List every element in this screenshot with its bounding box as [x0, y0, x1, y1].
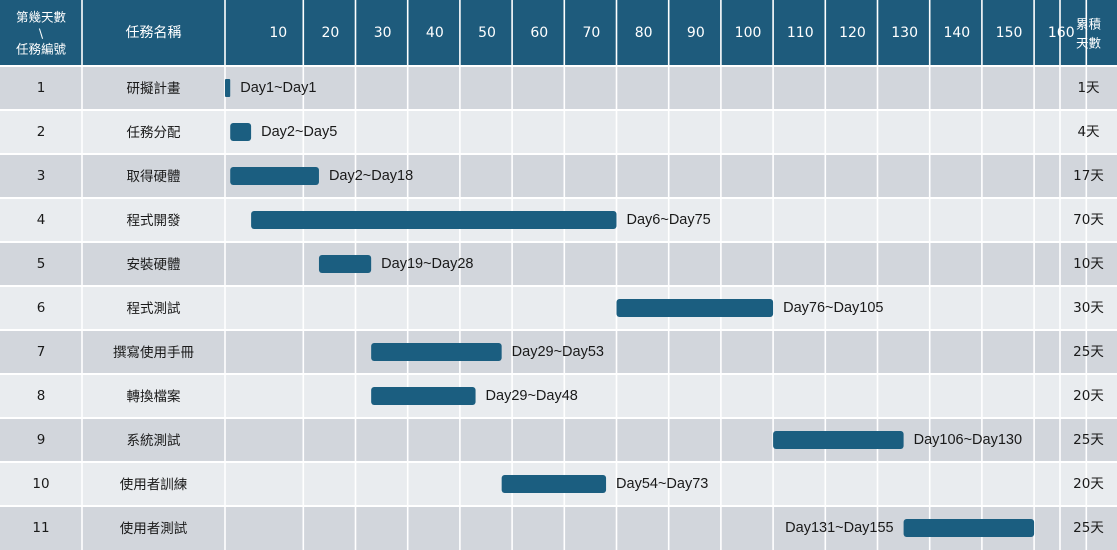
task-name: 程式測試	[127, 301, 181, 317]
x-tick-label: 10	[269, 25, 287, 41]
task-bar	[230, 123, 252, 141]
task-total-days: 25天	[1073, 344, 1104, 360]
header-task-name: 任務名稱	[126, 25, 182, 41]
x-tick-label: 140	[943, 25, 970, 41]
x-tick-label: 70	[583, 25, 601, 41]
task-name: 撰寫使用手冊	[113, 344, 194, 361]
x-tick-label: 130	[891, 25, 918, 41]
task-id: 11	[32, 520, 49, 536]
task-bar-label: Day6~Day75	[627, 212, 711, 228]
task-name: 轉換檔案	[127, 388, 181, 405]
task-name: 程式開發	[127, 213, 181, 229]
x-tick-label: 60	[530, 25, 548, 41]
task-bar-label: Day29~Day48	[486, 388, 578, 404]
row-background	[0, 418, 1117, 462]
row-background	[0, 330, 1117, 374]
task-name: 取得硬體	[127, 168, 181, 185]
task-bar	[773, 431, 904, 449]
row-background	[0, 110, 1117, 154]
header-background	[0, 0, 1117, 66]
task-name: 系統測試	[127, 433, 181, 449]
task-bar	[616, 299, 774, 317]
header-total-bottom: 天數	[1076, 36, 1102, 51]
task-total-days: 25天	[1073, 432, 1104, 448]
task-name: 使用者測試	[120, 520, 188, 537]
task-bar-label: Day131~Day155	[785, 520, 893, 536]
task-bar-label: Day19~Day28	[381, 256, 473, 272]
task-bar	[371, 387, 476, 405]
task-name: 研擬計畫	[127, 81, 181, 97]
x-tick-label: 20	[322, 25, 340, 41]
task-bar-label: Day106~Day130	[914, 432, 1022, 448]
header-total-top: 累積	[1076, 17, 1102, 32]
x-tick-label: 120	[839, 25, 866, 41]
task-total-days: 20天	[1073, 388, 1104, 404]
task-name: 使用者訓練	[120, 476, 188, 493]
x-tick-label: 100	[735, 25, 762, 41]
task-id: 4	[37, 212, 46, 228]
task-total-days: 30天	[1073, 300, 1104, 316]
task-name: 安裝硬體	[127, 257, 181, 273]
task-name: 任務分配	[127, 125, 181, 141]
task-total-days: 25天	[1073, 520, 1104, 536]
x-tick-label: 50	[478, 25, 496, 41]
task-total-days: 1天	[1077, 80, 1100, 96]
x-tick-label: 110	[787, 25, 814, 41]
task-id: 10	[32, 476, 49, 492]
task-total-days: 70天	[1073, 212, 1104, 228]
task-id: 1	[37, 80, 46, 96]
row-background	[0, 374, 1117, 418]
task-total-days: 10天	[1073, 256, 1104, 272]
task-total-days: 17天	[1073, 168, 1104, 184]
task-total-days: 4天	[1077, 124, 1100, 140]
task-bar	[251, 211, 617, 229]
task-bar-label: Day2~Day18	[329, 168, 413, 184]
task-bar	[903, 519, 1035, 537]
x-tick-label: 30	[374, 25, 392, 41]
x-tick-label: 40	[426, 25, 444, 41]
task-id: 6	[37, 300, 46, 316]
task-bar	[501, 475, 607, 493]
task-id: 7	[37, 344, 46, 360]
row-background	[0, 154, 1117, 198]
task-bar-label: Day54~Day73	[616, 476, 708, 492]
task-bar-label: Day1~Day1	[240, 80, 316, 96]
x-tick-label: 90	[687, 25, 705, 41]
task-bar	[318, 255, 372, 273]
x-tick-label: 150	[996, 25, 1023, 41]
task-bar	[225, 79, 231, 97]
row-background	[0, 286, 1117, 330]
task-bar-label: Day2~Day5	[261, 124, 337, 140]
task-id: 8	[37, 388, 46, 404]
task-bar-label: Day29~Day53	[512, 344, 604, 360]
task-id: 5	[37, 256, 46, 272]
task-id: 9	[37, 432, 46, 448]
header-corner-top: 第幾天數	[16, 10, 67, 25]
task-bar	[371, 343, 502, 361]
header-corner-slash: \	[39, 26, 44, 41]
row-background	[0, 242, 1117, 286]
task-id: 2	[37, 124, 46, 140]
task-total-days: 20天	[1073, 476, 1104, 492]
task-id: 3	[37, 168, 46, 184]
x-tick-label: 80	[635, 25, 653, 41]
task-bar	[230, 167, 319, 185]
x-tick-label: 160	[1048, 25, 1075, 41]
row-background	[0, 66, 1117, 110]
task-bar-label: Day76~Day105	[783, 300, 883, 316]
header-corner-bottom: 任務編號	[16, 42, 67, 57]
